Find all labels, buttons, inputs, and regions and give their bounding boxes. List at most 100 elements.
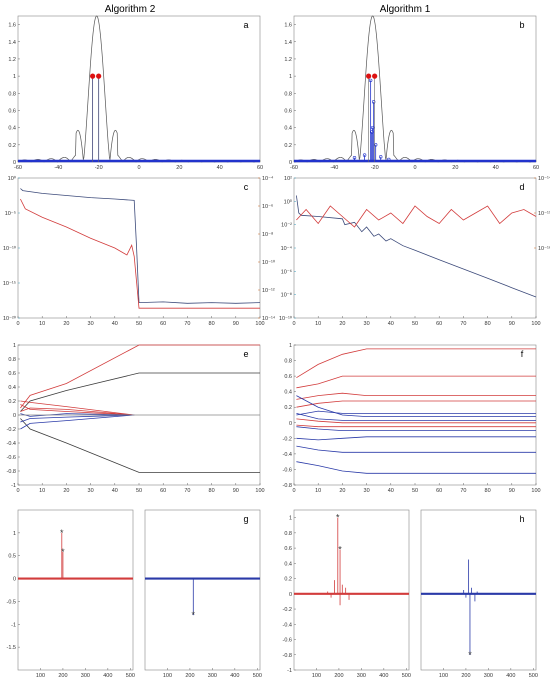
x-tick-label: 20 [339, 488, 345, 494]
x-tick-label: 90 [233, 321, 239, 327]
series-line [296, 375, 536, 389]
x-tick-label: 500 [126, 673, 135, 679]
x-tick-label: 20 [339, 321, 345, 327]
panel-label-f: f [521, 349, 524, 359]
y-tick-label: 0.2 [284, 143, 292, 149]
x-tick-label: 100 [163, 673, 172, 679]
x-tick-label: 80 [209, 321, 215, 327]
series-line [20, 414, 135, 430]
series-line [20, 404, 135, 416]
stem-star-marker: * [60, 528, 64, 538]
x-tick-label: -40 [54, 165, 62, 171]
x-tick-label: 20 [63, 321, 69, 327]
right-y-tick-label: 10⁻⁶ [262, 203, 273, 210]
x-tick-label: 60 [160, 488, 166, 494]
y-tick-label: 1.2 [284, 57, 292, 63]
estimate-marker [362, 153, 367, 157]
y-tick-label: -0.6 [7, 455, 16, 461]
y-tick-label: -1 [11, 622, 16, 628]
series-line [296, 410, 536, 416]
series-line [20, 418, 260, 473]
x-tick-label: 100 [36, 673, 45, 679]
y-tick-label: 0.6 [284, 546, 292, 552]
y-tick-label: 0.2 [284, 577, 292, 583]
y-tick-label: 0.8 [284, 531, 292, 537]
right-y-tick-label: 10⁻¹² [262, 288, 275, 294]
series-line [296, 461, 536, 474]
left-y-tick-label: 10⁻⁴ [281, 245, 293, 252]
x-tick-label: 30 [88, 321, 94, 327]
stem-star-marker: * [338, 545, 342, 555]
x-tick-label: 100 [312, 673, 321, 679]
true-spike-marker [90, 73, 96, 79]
y-tick-label: 0.4 [8, 385, 16, 391]
envelope-curve [293, 15, 536, 163]
x-tick-label: 70 [460, 488, 466, 494]
x-tick-label: 0 [292, 488, 295, 494]
series-line [296, 445, 536, 453]
x-tick-label: 200 [185, 673, 194, 679]
right-y-tick-label: 10⁻¹⁶ [538, 245, 550, 252]
x-tick-label: 100 [531, 321, 540, 327]
x-tick-label: 40 [388, 488, 394, 494]
stem-star-marker: * [336, 513, 340, 523]
left-y-tick-label: 10⁻⁶ [281, 268, 292, 275]
x-tick-label: 0 [16, 488, 19, 494]
y-tick-label: 1.2 [8, 57, 16, 63]
x-tick-label: 100 [531, 488, 540, 494]
subplot-frame [293, 509, 410, 671]
stem-star-marker: * [468, 650, 472, 660]
y-tick-label: 0.2 [8, 399, 16, 405]
right-y-tick-label: 10⁻⁸ [262, 231, 273, 238]
y-tick-label: 0.4 [8, 126, 16, 132]
right-y-tick-label: 10⁻¹⁰ [262, 259, 276, 266]
y-tick-label: -0.4 [283, 452, 292, 458]
x-tick-label: 50 [136, 488, 142, 494]
x-tick-label: 20 [452, 165, 458, 171]
series-line [296, 348, 536, 379]
x-tick-label: 80 [209, 488, 215, 494]
panel-label-d: d [519, 182, 524, 192]
series-line [20, 372, 260, 412]
left-y-tick-label: 10² [284, 176, 292, 182]
x-tick-label: 500 [529, 673, 538, 679]
series-line [20, 344, 260, 409]
y-tick-label: 1.4 [8, 40, 16, 46]
y-tick-label: -0.6 [283, 638, 292, 644]
right-y-tick-label: 10⁻¹⁵ [538, 210, 550, 217]
y-tick-label: -0.8 [283, 483, 292, 489]
axes-frame-f [293, 344, 537, 486]
series-line-left [296, 195, 537, 298]
y-tick-label: -0.2 [283, 607, 292, 613]
series-line [296, 426, 536, 431]
true-spike-marker [372, 73, 378, 79]
panel-label-h: h [519, 514, 524, 524]
x-tick-label: 60 [257, 165, 263, 171]
x-tick-label: 400 [230, 673, 239, 679]
x-tick-label: 60 [436, 321, 442, 327]
series-line [296, 413, 536, 421]
series-line [20, 407, 135, 416]
left-y-tick-label: 10⁻² [281, 223, 292, 229]
y-tick-label: -0.2 [7, 427, 16, 433]
y-tick-label: 0.6 [284, 374, 292, 380]
x-tick-label: 0 [137, 165, 140, 171]
x-tick-label: 200 [461, 673, 470, 679]
panel-label-e: e [243, 349, 248, 359]
x-tick-label: 300 [81, 673, 90, 679]
x-tick-label: 0 [292, 321, 295, 327]
estimate-marker [371, 100, 376, 104]
x-tick-label: 500 [402, 673, 411, 679]
x-tick-label: 300 [357, 673, 366, 679]
stem-star-marker: * [192, 610, 196, 620]
x-tick-label: 80 [485, 488, 491, 494]
estimate-marker [352, 156, 357, 160]
x-tick-label: 10 [315, 321, 321, 327]
series-line [296, 395, 536, 417]
estimate-marker [387, 157, 391, 162]
axes-frame-b [293, 15, 537, 163]
y-tick-label: 1 [13, 343, 16, 349]
y-tick-label: -0.4 [283, 622, 292, 628]
x-tick-label: 70 [460, 321, 466, 327]
y-tick-label: 0.8 [8, 91, 16, 97]
